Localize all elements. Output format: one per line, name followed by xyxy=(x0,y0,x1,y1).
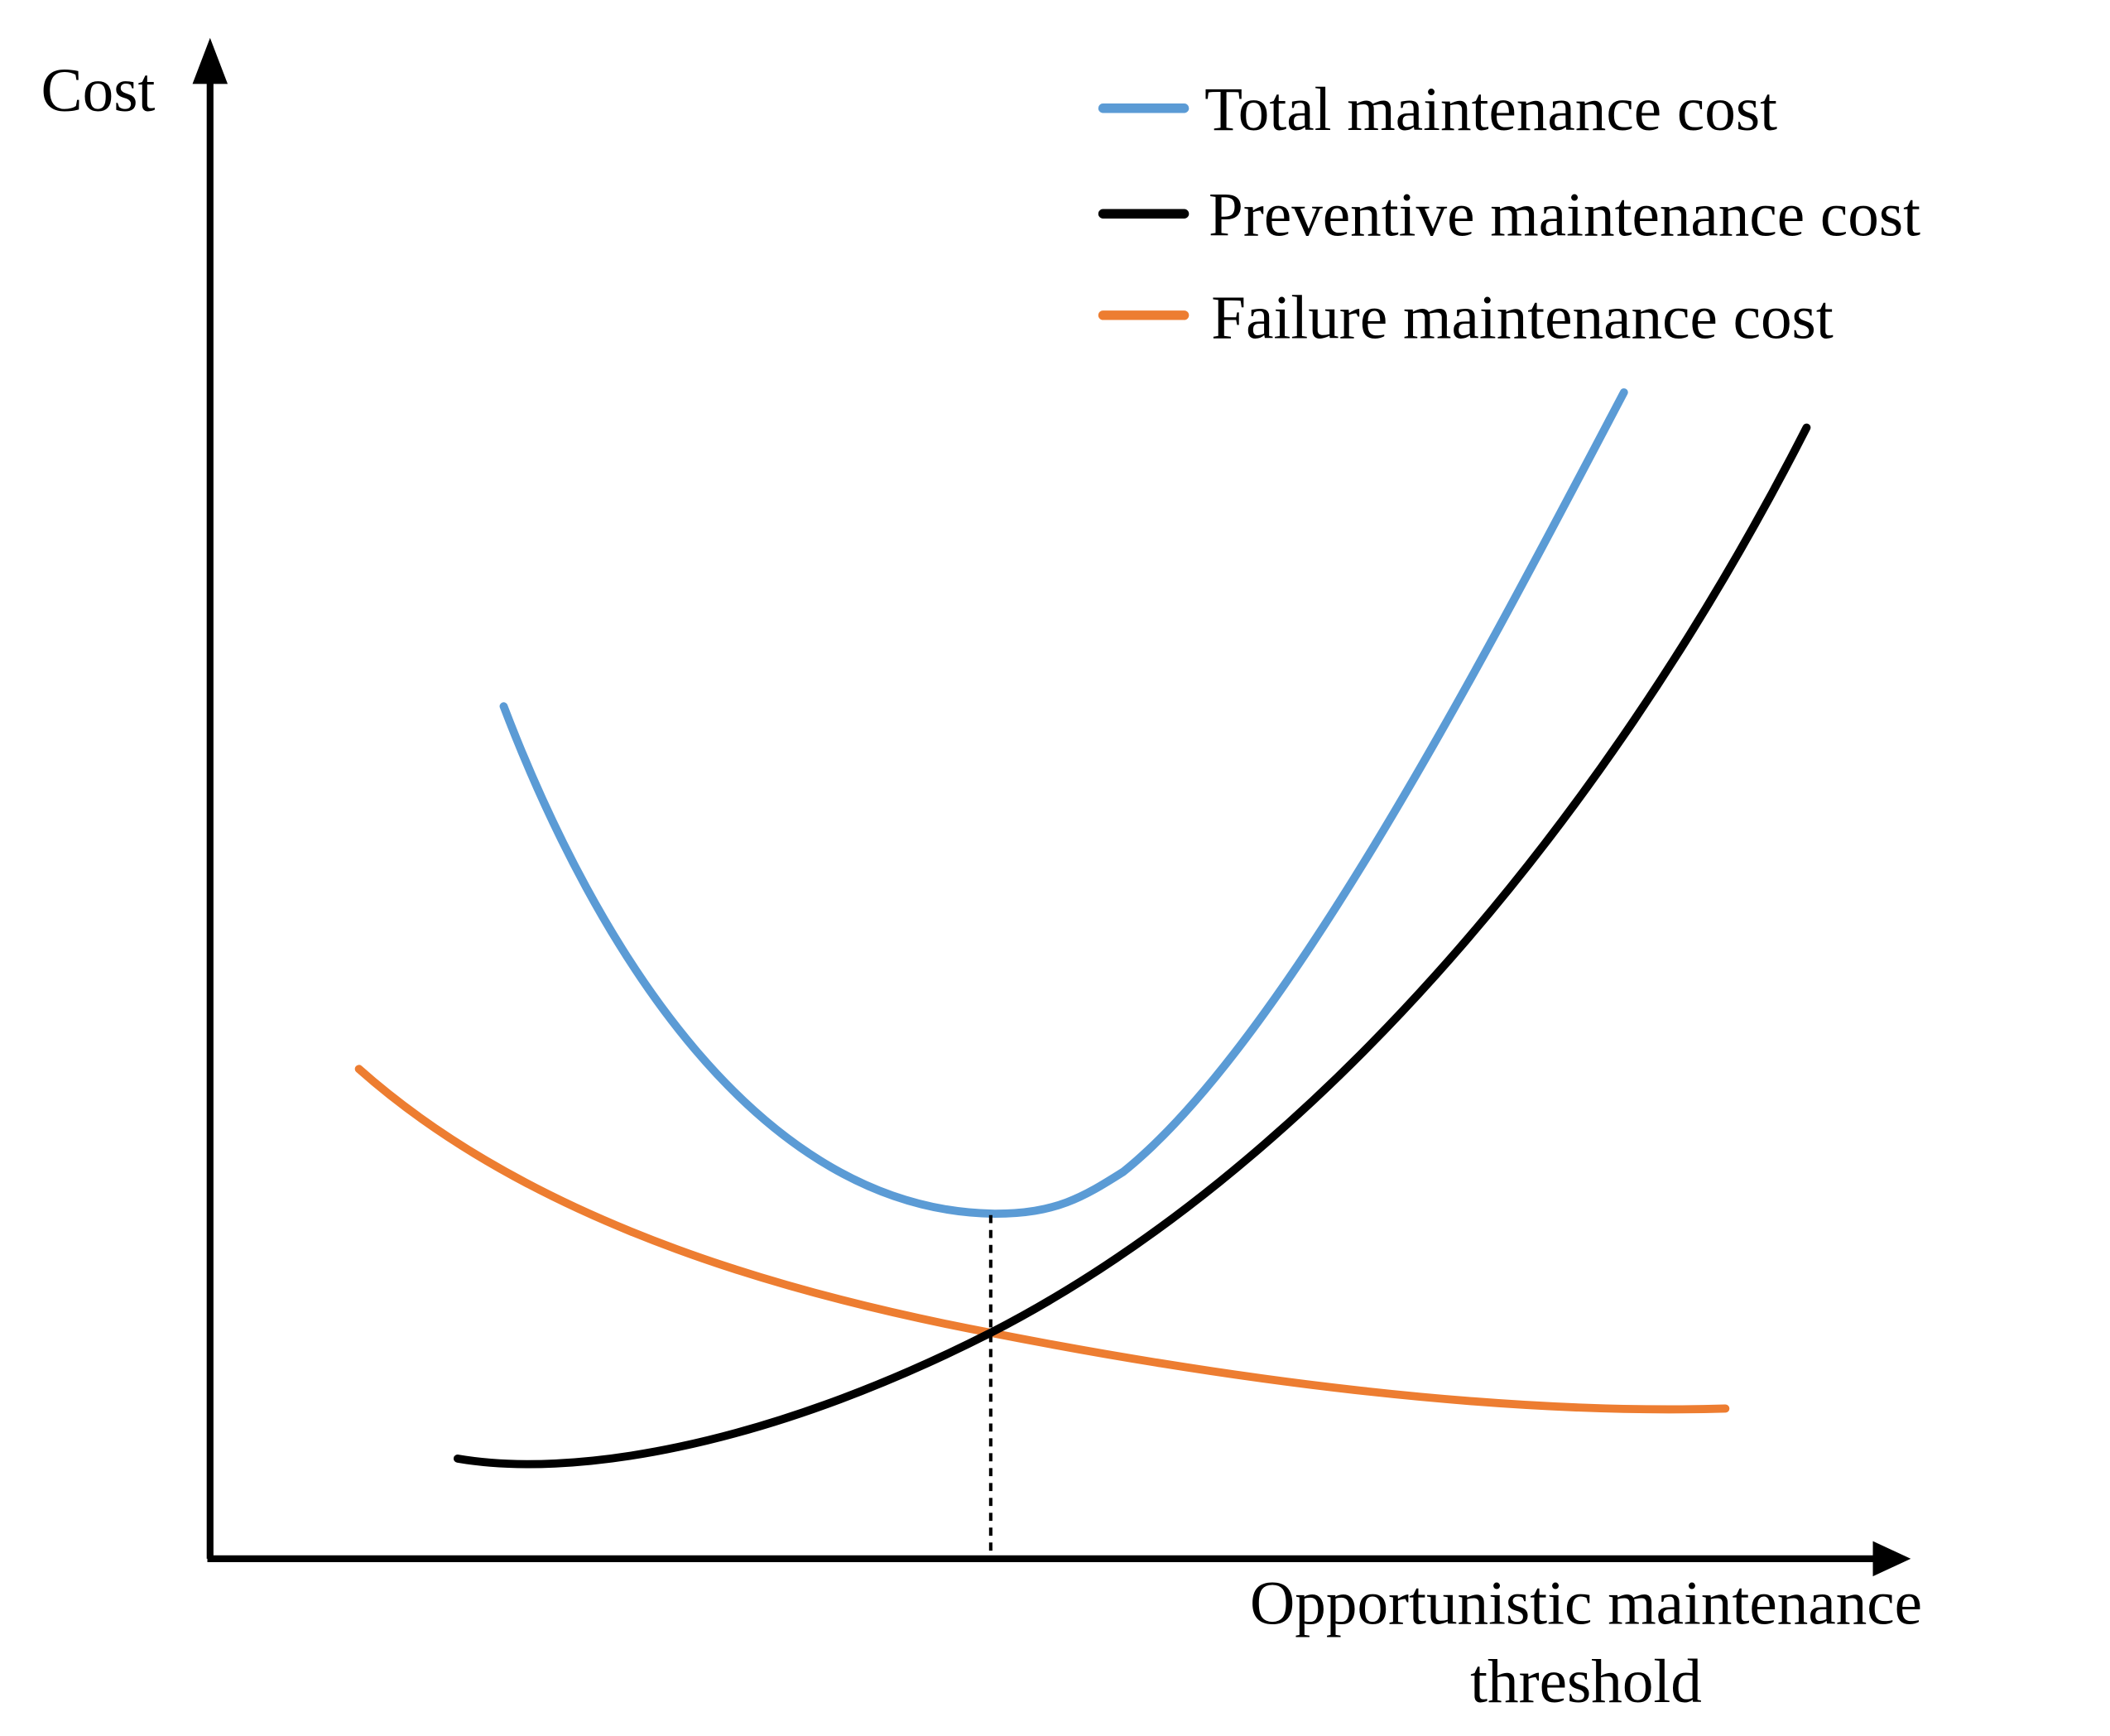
legend-label: Failure maintenance cost xyxy=(1211,284,1834,353)
legend-label: Preventive maintenance cost xyxy=(1209,180,1920,249)
y-axis-arrow xyxy=(192,37,228,84)
total-cost-curve xyxy=(499,388,1628,1219)
y-axis-label: Cost xyxy=(41,56,155,125)
x-axis-label: threshold xyxy=(1470,1647,1702,1716)
legend-label: Total maintenance cost xyxy=(1204,75,1777,144)
failure-cost-curve xyxy=(354,1065,1730,1414)
preventive-cost-curve xyxy=(453,423,1811,1469)
legend: Total maintenance cost Preventive mainte… xyxy=(1098,75,1920,353)
x-axis-label: Opportunistic maintenance xyxy=(1250,1569,1922,1637)
x-axis-arrow xyxy=(1872,1541,1911,1577)
